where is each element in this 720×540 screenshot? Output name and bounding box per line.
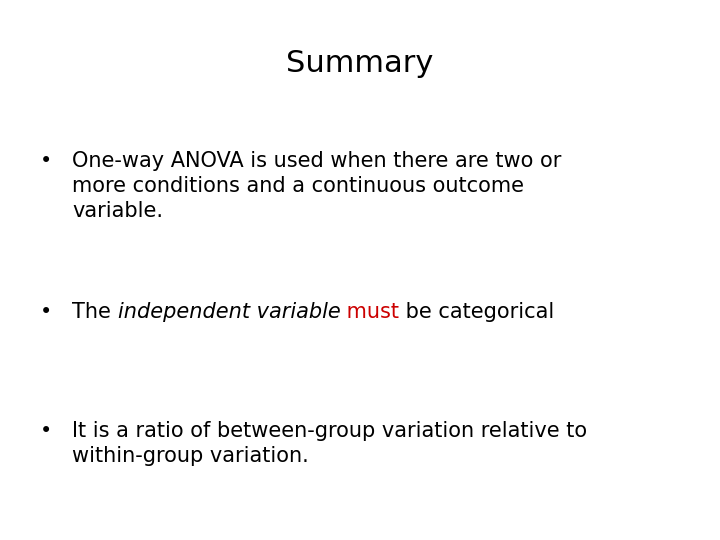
Text: •: • xyxy=(40,151,52,171)
Text: •: • xyxy=(40,421,52,441)
Text: The: The xyxy=(72,302,117,322)
Text: Summary: Summary xyxy=(287,49,433,78)
Text: must: must xyxy=(341,302,400,322)
Text: independent variable: independent variable xyxy=(117,302,341,322)
Text: be categorical: be categorical xyxy=(400,302,554,322)
Text: One-way ANOVA is used when there are two or
more conditions and a continuous out: One-way ANOVA is used when there are two… xyxy=(72,151,562,221)
Text: •: • xyxy=(40,302,52,322)
Text: It is a ratio of between-group variation relative to
within-group variation.: It is a ratio of between-group variation… xyxy=(72,421,587,466)
